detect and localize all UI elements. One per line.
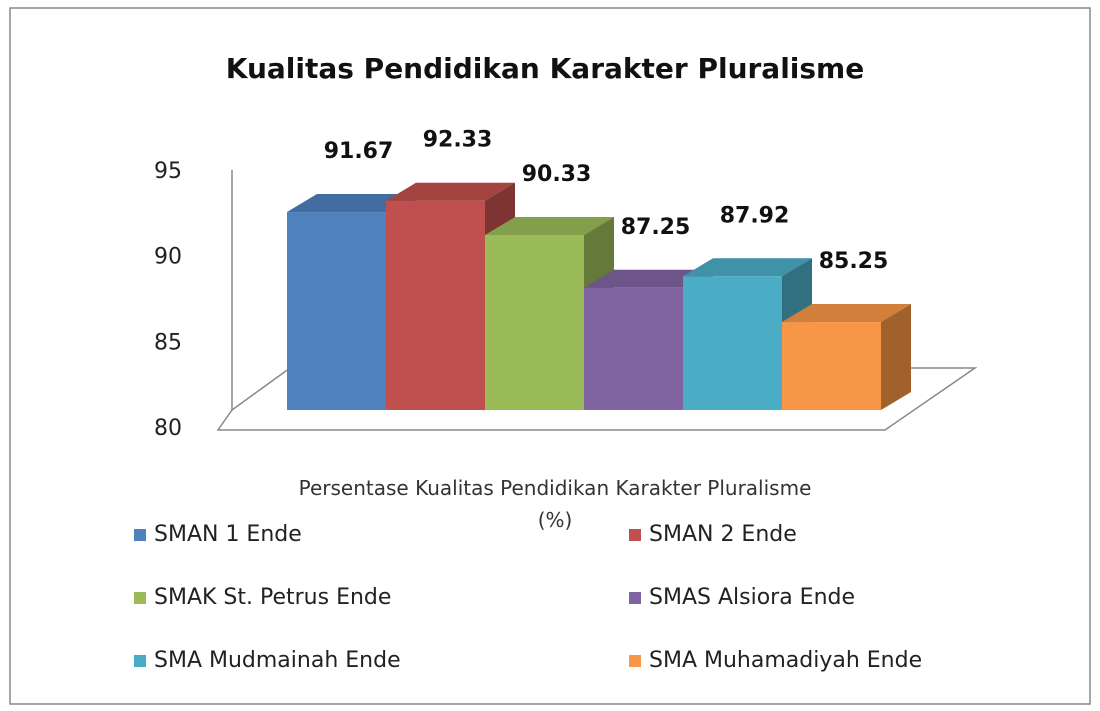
bar-front — [287, 212, 386, 410]
legend-swatch — [629, 592, 641, 604]
category-label: Persentase Kualitas Pendidikan Karakter … — [298, 476, 812, 532]
bar-top-shade — [287, 194, 416, 213]
bar-top — [485, 217, 614, 236]
bar-top-shade — [386, 182, 515, 201]
legend-label: SMAS Alsiora Ende — [649, 585, 855, 610]
y-tick-label: 80 — [154, 416, 182, 441]
legend-swatch — [629, 529, 641, 541]
bar-side-shade — [881, 304, 911, 410]
legend-label: SMAN 2 Ende — [649, 522, 797, 547]
data-label: 92.33 — [423, 128, 493, 153]
bar-top-shade — [485, 217, 614, 236]
bar-side — [881, 304, 911, 410]
bar-front — [386, 200, 485, 410]
bar-top-shade — [584, 269, 713, 288]
bar-front — [485, 235, 584, 410]
bar-top — [683, 258, 812, 277]
y-tick-label: 90 — [154, 245, 182, 270]
bar-front — [782, 322, 881, 410]
data-label: 90.33 — [522, 162, 592, 187]
bar-top — [584, 269, 713, 288]
legend-swatch — [134, 592, 146, 604]
bar-top-shade — [683, 258, 812, 277]
chart-title: Kualitas Pendidikan Karakter Pluralisme — [226, 52, 864, 85]
y-tick-label: 95 — [154, 159, 182, 184]
data-label: 91.67 — [324, 139, 394, 164]
legend-swatch — [134, 655, 146, 667]
bar-front — [683, 276, 782, 410]
legend-swatch — [629, 655, 641, 667]
bar-top — [782, 304, 911, 323]
data-label: 85.25 — [819, 249, 889, 274]
y-tick-label: 85 — [154, 330, 182, 355]
data-label: 87.25 — [621, 215, 691, 240]
data-label: 87.92 — [720, 203, 790, 228]
legend-label: SMA Muhamadiyah Ende — [649, 648, 922, 673]
bar-front — [584, 287, 683, 410]
bar-top-shade — [782, 304, 911, 323]
bar-top — [386, 182, 515, 201]
bar-top — [287, 194, 416, 213]
legend-label: SMAN 1 Ende — [154, 522, 302, 547]
legend-swatch — [134, 529, 146, 541]
legend-label: SMAK St. Petrus Ende — [154, 585, 391, 610]
legend-label: SMA Mudmainah Ende — [154, 648, 401, 673]
